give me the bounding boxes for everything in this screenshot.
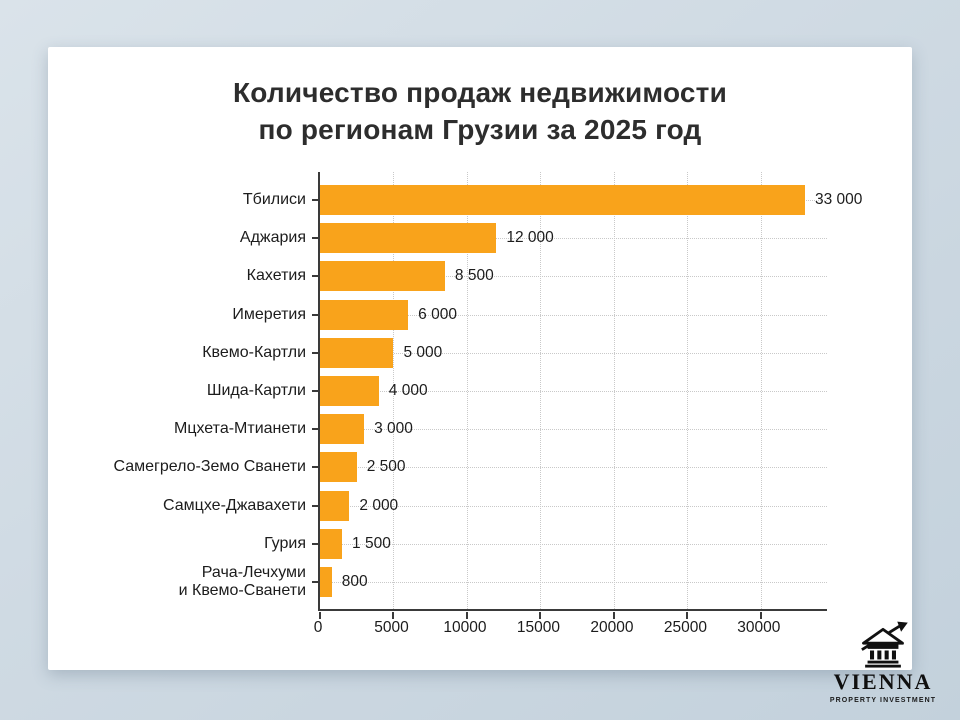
vertical-gridline (613, 172, 615, 609)
horizontal-gridline (320, 505, 827, 507)
y-axis-tick (312, 351, 318, 354)
vertical-gridline (760, 172, 762, 609)
bar-rows: Тбилиси 33 000 Аджария 12 000 Кахетия 8 … (113, 172, 862, 609)
horizontal-gridline (320, 390, 827, 392)
category-label: Тбилиси (242, 191, 306, 209)
category-label: Самцхе-Джавахети (163, 496, 306, 514)
bar (320, 185, 805, 215)
bar-row: Квемо-Картли 5 000 (202, 334, 827, 372)
bar-row: Гурия 1 500 (264, 525, 827, 563)
category-label: Шида-Картли (206, 381, 306, 399)
y-axis-tick (312, 199, 318, 201)
category-label: Имеретия (232, 305, 306, 323)
x-tick-label: 15000 (516, 619, 560, 636)
y-axis-tick (312, 580, 318, 583)
vertical-gridline (393, 172, 395, 609)
chart-title-line-1: Количество продаж недвижимости (232, 77, 728, 108)
bar-row: Рача-Лечхуми и Квемо-Сванети 800 (179, 563, 827, 601)
y-axis-tick (312, 275, 318, 278)
x-axis-tick (465, 612, 468, 619)
value-label: 8 500 (454, 267, 494, 285)
horizontal-gridline (320, 429, 827, 431)
y-axis-tick (312, 466, 318, 469)
vertical-gridline (687, 172, 689, 609)
horizontal-gridline (320, 238, 827, 240)
bar-row: Аджария 12 000 (240, 219, 827, 257)
bar-row: Тбилиси 33 000 (243, 181, 862, 219)
category-label: Гурия (264, 534, 306, 552)
bar (320, 566, 332, 597)
category-label: Квемо-Картли (202, 343, 306, 361)
x-tick-label: 20000 (590, 619, 634, 636)
bar-row: Кахетия 8 500 (247, 257, 827, 295)
value-label: 1 500 (352, 534, 391, 552)
horizontal-gridline (320, 543, 827, 545)
value-label: 12 000 (506, 229, 554, 247)
bar (320, 528, 343, 559)
y-axis-tick (312, 389, 318, 392)
horizontal-gridline (320, 467, 827, 469)
plot-area: Тбилиси 33 000 Аджария 12 000 Кахетия 8 … (113, 172, 862, 619)
bar-row: Самегрело-Земо Сванети 2 500 (113, 448, 827, 486)
category-label: Кахетия (246, 267, 306, 285)
x-axis-tick (686, 612, 689, 619)
y-axis-tick (312, 428, 318, 431)
bar-row: Мцхета-Мтианети 3 000 (174, 410, 827, 448)
y-axis-tick (312, 313, 318, 316)
value-label: 3 000 (374, 420, 413, 438)
value-label: 2 500 (366, 458, 406, 476)
y-axis-tick (312, 237, 318, 240)
x-tick-label: 25000 (663, 619, 707, 636)
chart-title-line-2: по регионам Грузии за 2025 год (258, 113, 702, 145)
horizontal-gridline (320, 352, 827, 354)
bar-row: Самцхе-Джавахети 2 000 (163, 487, 827, 525)
horizontal-gridline (320, 314, 827, 316)
bar-row: Шида-Картли 4 000 (207, 372, 827, 410)
x-axis-tick (392, 612, 395, 619)
x-axis-tick (759, 612, 762, 619)
horizontal-gridline (320, 581, 827, 583)
vertical-gridline (466, 172, 468, 609)
value-label: 800 (341, 572, 368, 590)
x-axis-tick (319, 612, 321, 619)
bar (320, 375, 379, 406)
y-axis-tick (312, 542, 318, 545)
bar (320, 261, 445, 292)
value-label: 4 000 (388, 381, 428, 399)
bar-row: Имеретия 6 000 (232, 296, 827, 334)
value-label: 5 000 (403, 343, 443, 361)
vertical-gridline (540, 172, 542, 609)
chart-title: Количество продаж недвижимости по регион… (48, 75, 912, 149)
x-tick-label: 5000 (374, 619, 409, 636)
x-tick-label: 30000 (737, 619, 781, 636)
category-label: Мцхета-Мтианети (173, 420, 306, 438)
bar (320, 414, 365, 445)
logo-tagline-text: PROPERTY INVESTMENT (829, 697, 937, 704)
category-label: Самегрело-Земо Сванети (113, 458, 306, 476)
x-axis-tick (612, 612, 615, 619)
chart-card: Количество продаж недвижимости по регион… (48, 47, 912, 670)
bar (320, 490, 350, 521)
horizontal-gridline (320, 276, 827, 278)
x-tick-label: 0 (313, 619, 323, 636)
x-tick-label: 10000 (443, 619, 487, 636)
bar (320, 223, 497, 254)
value-label: 33 000 (814, 191, 863, 208)
x-axis-tick (539, 612, 542, 619)
vienna-logo: VIENNA PROPERTY INVESTMENT (828, 620, 938, 704)
category-label: Аджария (239, 229, 306, 247)
category-label: Рача-Лечхуми и Квемо-Сванети (178, 563, 306, 599)
building-arrow-icon (861, 621, 908, 668)
x-axis-labels: 0 5000 10000 15000 20000 25000 30000 (314, 619, 825, 643)
logo-brand-text: VIENNA (833, 669, 933, 694)
value-label: 2 000 (359, 496, 399, 514)
bar (320, 299, 409, 330)
y-axis-tick (312, 504, 318, 507)
bar (320, 452, 357, 483)
bar (320, 337, 394, 368)
value-label: 6 000 (418, 305, 457, 323)
